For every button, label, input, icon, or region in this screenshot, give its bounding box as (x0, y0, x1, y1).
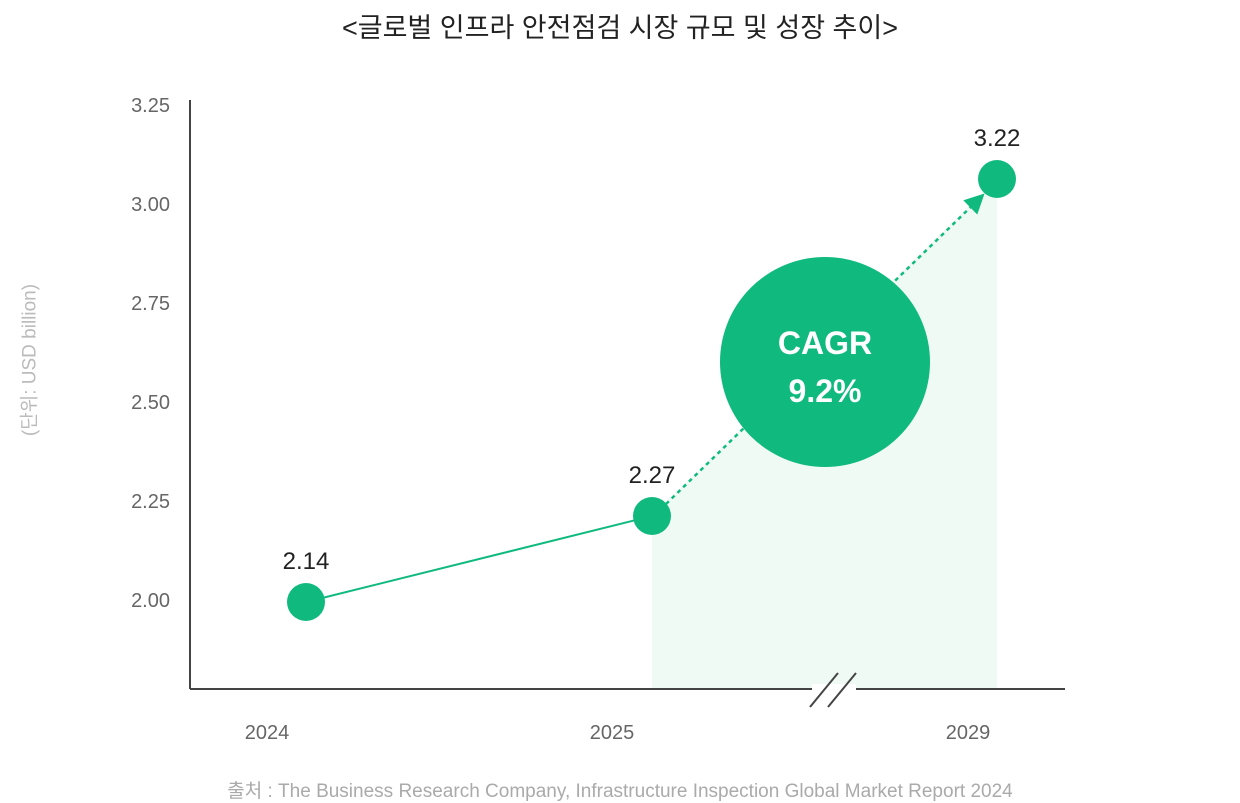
data-point (633, 497, 671, 535)
x-tick-label: 2029 (946, 722, 991, 744)
y-tick-label: 3.00 (131, 194, 170, 216)
x-tick-label: 2025 (590, 722, 635, 744)
y-tick-label: 3.25 (131, 95, 170, 117)
axis-break-gap (812, 684, 856, 694)
data-point (287, 583, 325, 621)
cagr-value: 9.2% (789, 373, 862, 409)
series-line (305, 515, 653, 603)
data-label: 2.27 (629, 462, 676, 489)
axis-break-mark (809, 672, 839, 708)
source-note: 출처 : The Business Research Company, Infr… (227, 781, 1013, 802)
y-tick-label: 2.25 (131, 491, 170, 513)
data-point (978, 160, 1016, 198)
cagr-label: CAGR (778, 325, 872, 361)
chart-title: <글로벌 인프라 안전점검 시장 규모 및 성장 추이> (341, 13, 898, 43)
axis-break-mark (827, 672, 857, 708)
data-label: 3.22 (974, 125, 1021, 152)
y-tick-label: 2.75 (131, 293, 170, 315)
y-tick-label: 2.50 (131, 392, 170, 414)
y-tick-label: 2.00 (131, 590, 170, 612)
cagr-bubble (720, 257, 930, 467)
x-tick-label: 2024 (245, 722, 290, 744)
data-label: 2.14 (283, 548, 330, 575)
